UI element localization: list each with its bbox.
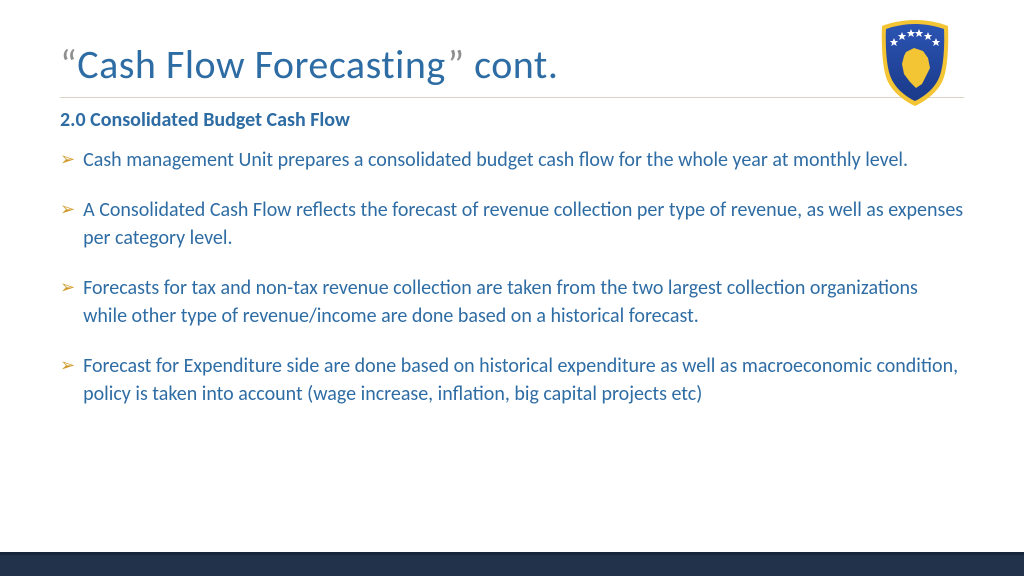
list-item: ➢ A Consolidated Cash Flow reflects the …	[60, 196, 964, 252]
bullet-list: ➢ Cash management Unit prepares a consol…	[60, 146, 964, 430]
title-open-quote: “	[60, 40, 77, 89]
bullet-text: A Consolidated Cash Flow reflects the fo…	[81, 196, 964, 252]
bullet-arrow-icon: ➢	[60, 146, 75, 172]
title-row: “Cash Flow Forecasting” cont.	[60, 40, 964, 98]
section-subtitle: 2.0 Consolidated Budget Cash Flow	[60, 108, 350, 132]
list-item: ➢ Cash management Unit prepares a consol…	[60, 146, 964, 174]
list-item: ➢ Forecast for Expenditure side are done…	[60, 352, 964, 408]
page-title: “Cash Flow Forecasting” cont.	[60, 40, 964, 89]
bullet-arrow-icon: ➢	[60, 274, 75, 300]
footer-bar	[0, 552, 1024, 576]
title-close-quote: ”	[447, 40, 464, 89]
bullet-text: Cash management Unit prepares a consolid…	[81, 146, 908, 174]
title-suffix: cont.	[465, 40, 559, 89]
title-text: Cash Flow Forecasting	[77, 40, 447, 89]
bullet-arrow-icon: ➢	[60, 196, 75, 222]
coat-of-arms-icon	[876, 18, 954, 108]
list-item: ➢ Forecasts for tax and non-tax revenue …	[60, 274, 964, 330]
bullet-text: Forecast for Expenditure side are done b…	[81, 352, 964, 408]
slide: “Cash Flow Forecasting” cont.	[0, 0, 1024, 576]
bullet-arrow-icon: ➢	[60, 352, 75, 378]
bullet-text: Forecasts for tax and non-tax revenue co…	[81, 274, 964, 330]
